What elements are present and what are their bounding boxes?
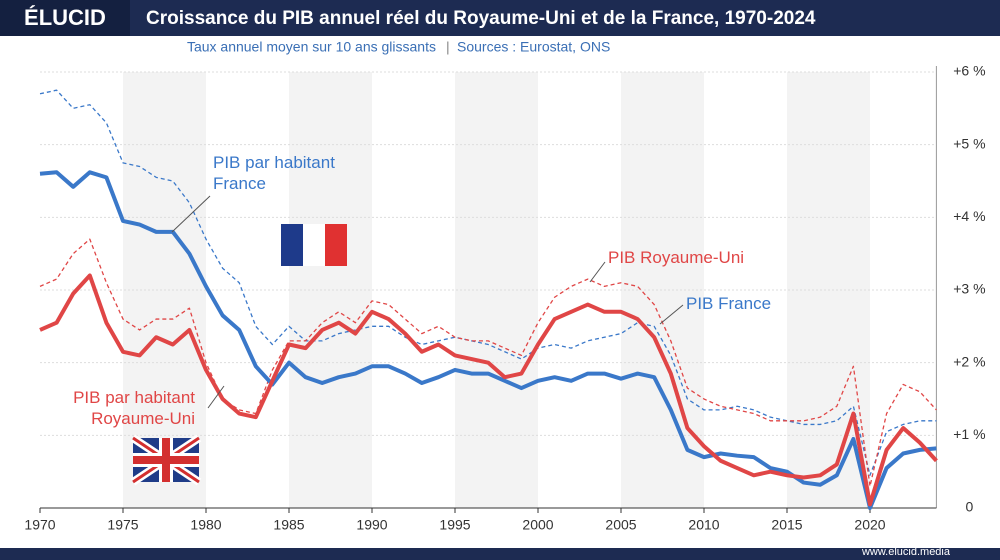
x-tick-label: 2020 (854, 517, 885, 533)
band (621, 72, 704, 508)
y-tick-label: 0 (966, 499, 974, 515)
flag-uk (130, 434, 202, 486)
y-tick-label: +5 % (953, 135, 985, 151)
leader-line (659, 304, 684, 325)
logo-box (0, 0, 130, 36)
x-tick-label: 1975 (107, 517, 138, 533)
footer: www.elucid.media (861, 546, 951, 558)
flag-france (281, 224, 347, 266)
x-tick-label: 1995 (439, 517, 470, 533)
series-line (39, 273, 938, 507)
series-line (39, 238, 937, 487)
series-line (39, 170, 937, 510)
leader-line (171, 195, 211, 233)
leader-line (589, 261, 606, 283)
y-tick-label: +1 % (953, 426, 985, 442)
band (289, 72, 372, 508)
footer-bar (0, 548, 1000, 560)
series-line (39, 89, 937, 476)
y-tick-label: +6 % (953, 63, 985, 79)
series-label: PIB France (686, 294, 772, 313)
separator: | (446, 39, 450, 55)
header-bar (0, 0, 1000, 36)
series-label: PIB par habitant Royaume-Uni (73, 388, 195, 428)
source: Sources : Eurostat, ONS (457, 39, 610, 55)
chart-title: Croissance du PIB annuel réel du Royaume… (146, 8, 816, 29)
y-tick-label: +3 % (953, 281, 985, 297)
series-label: PIB Royaume-Uni (608, 248, 745, 267)
y-tick-label: +2 % (953, 353, 985, 369)
plot: 0 +1 % +2 % +3 % +4 % +5 % +6 % 1970 1975 1980 198… (24, 63, 985, 533)
y-tick-label: +4 % (953, 208, 985, 224)
x-tick-label: 2000 (522, 517, 553, 533)
brand: ÉLUCID (24, 5, 106, 30)
series-label: PIB par habitant France (213, 153, 335, 193)
x-tick-label: 2015 (771, 517, 802, 533)
x-tick-label: 1990 (356, 517, 387, 533)
x-tick-label: 1970 (24, 517, 55, 533)
leader-line (207, 385, 225, 409)
x-tick-label: 2005 (605, 517, 636, 533)
x-tick-label: 1980 (190, 517, 221, 533)
x-tick-label: 1985 (273, 517, 304, 533)
x-tick-label: 2010 (688, 517, 719, 533)
subtitle: Taux annuel moyen sur 10 ans glissants (187, 39, 436, 55)
